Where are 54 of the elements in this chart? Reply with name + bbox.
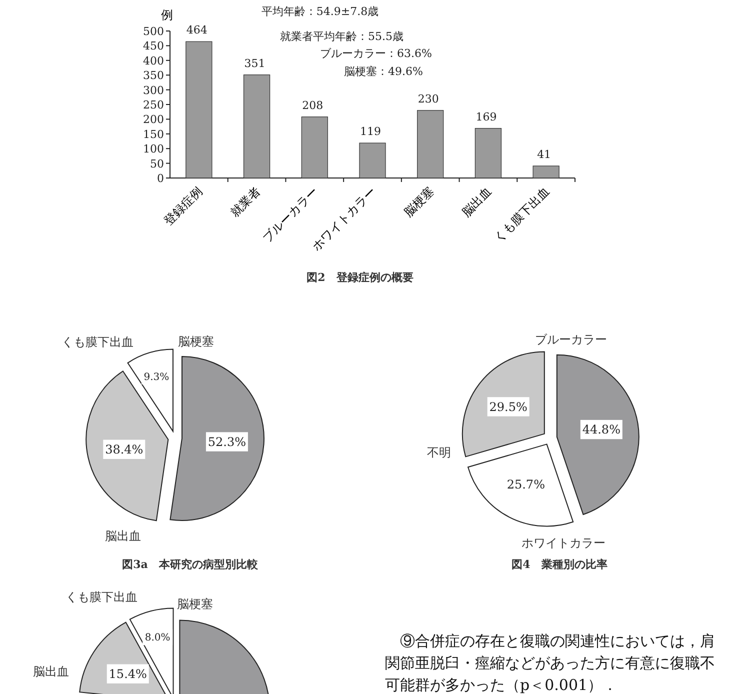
data-label: 52.3% <box>208 434 246 449</box>
text: 図2 登録症例の概要 <box>306 271 414 284</box>
slice-label: くも膜下出血 <box>61 334 134 349</box>
x-tick-label: 就業者 <box>228 184 263 220</box>
bar <box>301 116 328 178</box>
x-tick-label: 脳梗塞 <box>401 184 436 220</box>
slice-label: 脳出血 <box>32 664 69 678</box>
data-label: 208 <box>302 98 324 112</box>
y-tick-label: 300 <box>143 84 164 97</box>
data-label: 8.0% <box>144 632 170 644</box>
y-tick-label: 0 <box>157 172 164 185</box>
bar <box>359 142 386 178</box>
annotation: 就業者平均年齢：55.5歳 <box>280 30 404 43</box>
bar <box>532 166 560 178</box>
y-tick-label: 200 <box>143 113 164 126</box>
slice-label: 不明 <box>426 445 451 460</box>
y-tick-label: 150 <box>143 128 164 141</box>
annotation: 脳梗塞：49.6% <box>344 65 423 78</box>
bar <box>186 41 212 178</box>
data-label: 15.4% <box>108 667 147 682</box>
y-tick-label: 100 <box>143 142 164 156</box>
y-tick-label: 250 <box>143 98 164 112</box>
slice-label: 脳梗塞 <box>178 334 214 348</box>
text: 図4 業種別の比率 <box>512 558 608 571</box>
annotation: ブルーカラー：63.6% <box>320 47 432 60</box>
data-label: 119 <box>360 125 381 138</box>
slice-label: くも膜下出血 <box>66 590 138 604</box>
slice-label: ホワイトカラー <box>521 536 606 550</box>
data-label: 29.5% <box>489 400 528 414</box>
bar <box>417 110 444 178</box>
text: 平均年齢：54.9±7.8歳 <box>261 5 379 18</box>
x-tick-label: 登録症例 <box>161 184 206 228</box>
slice-label: 脳梗塞 <box>177 596 214 611</box>
y-tick-label: 500 <box>143 25 164 38</box>
slice-label: 脳出血 <box>104 528 141 543</box>
data-label: 464 <box>186 24 208 37</box>
slice-label: ブルーカラー <box>535 332 607 347</box>
data-label: 351 <box>244 56 266 70</box>
data-label: 9.3% <box>144 372 170 383</box>
text: ⑨合併症の存在と復職の関連性においては，肩関節亜脱臼・痙縮などがあった方に有意に復職不可能群が多かった（p＜0.001）． <box>385 631 716 694</box>
data-label: 38.4% <box>105 442 144 457</box>
y-tick-label: 350 <box>143 69 164 82</box>
text: 図3a 本研究の病型別比較 <box>122 558 259 571</box>
data-label: 230 <box>418 92 439 106</box>
y-tick-label: 50 <box>150 157 164 170</box>
data-label: 41 <box>537 148 552 161</box>
bar <box>474 128 502 178</box>
bar <box>243 74 270 178</box>
data-label: 44.8% <box>582 422 620 437</box>
data-label: 169 <box>476 110 497 124</box>
y-tick-label: 450 <box>143 40 164 53</box>
y-axis-title: 例 <box>161 8 173 22</box>
y-tick-label: 400 <box>143 54 164 68</box>
data-label: 25.7% <box>506 477 545 492</box>
